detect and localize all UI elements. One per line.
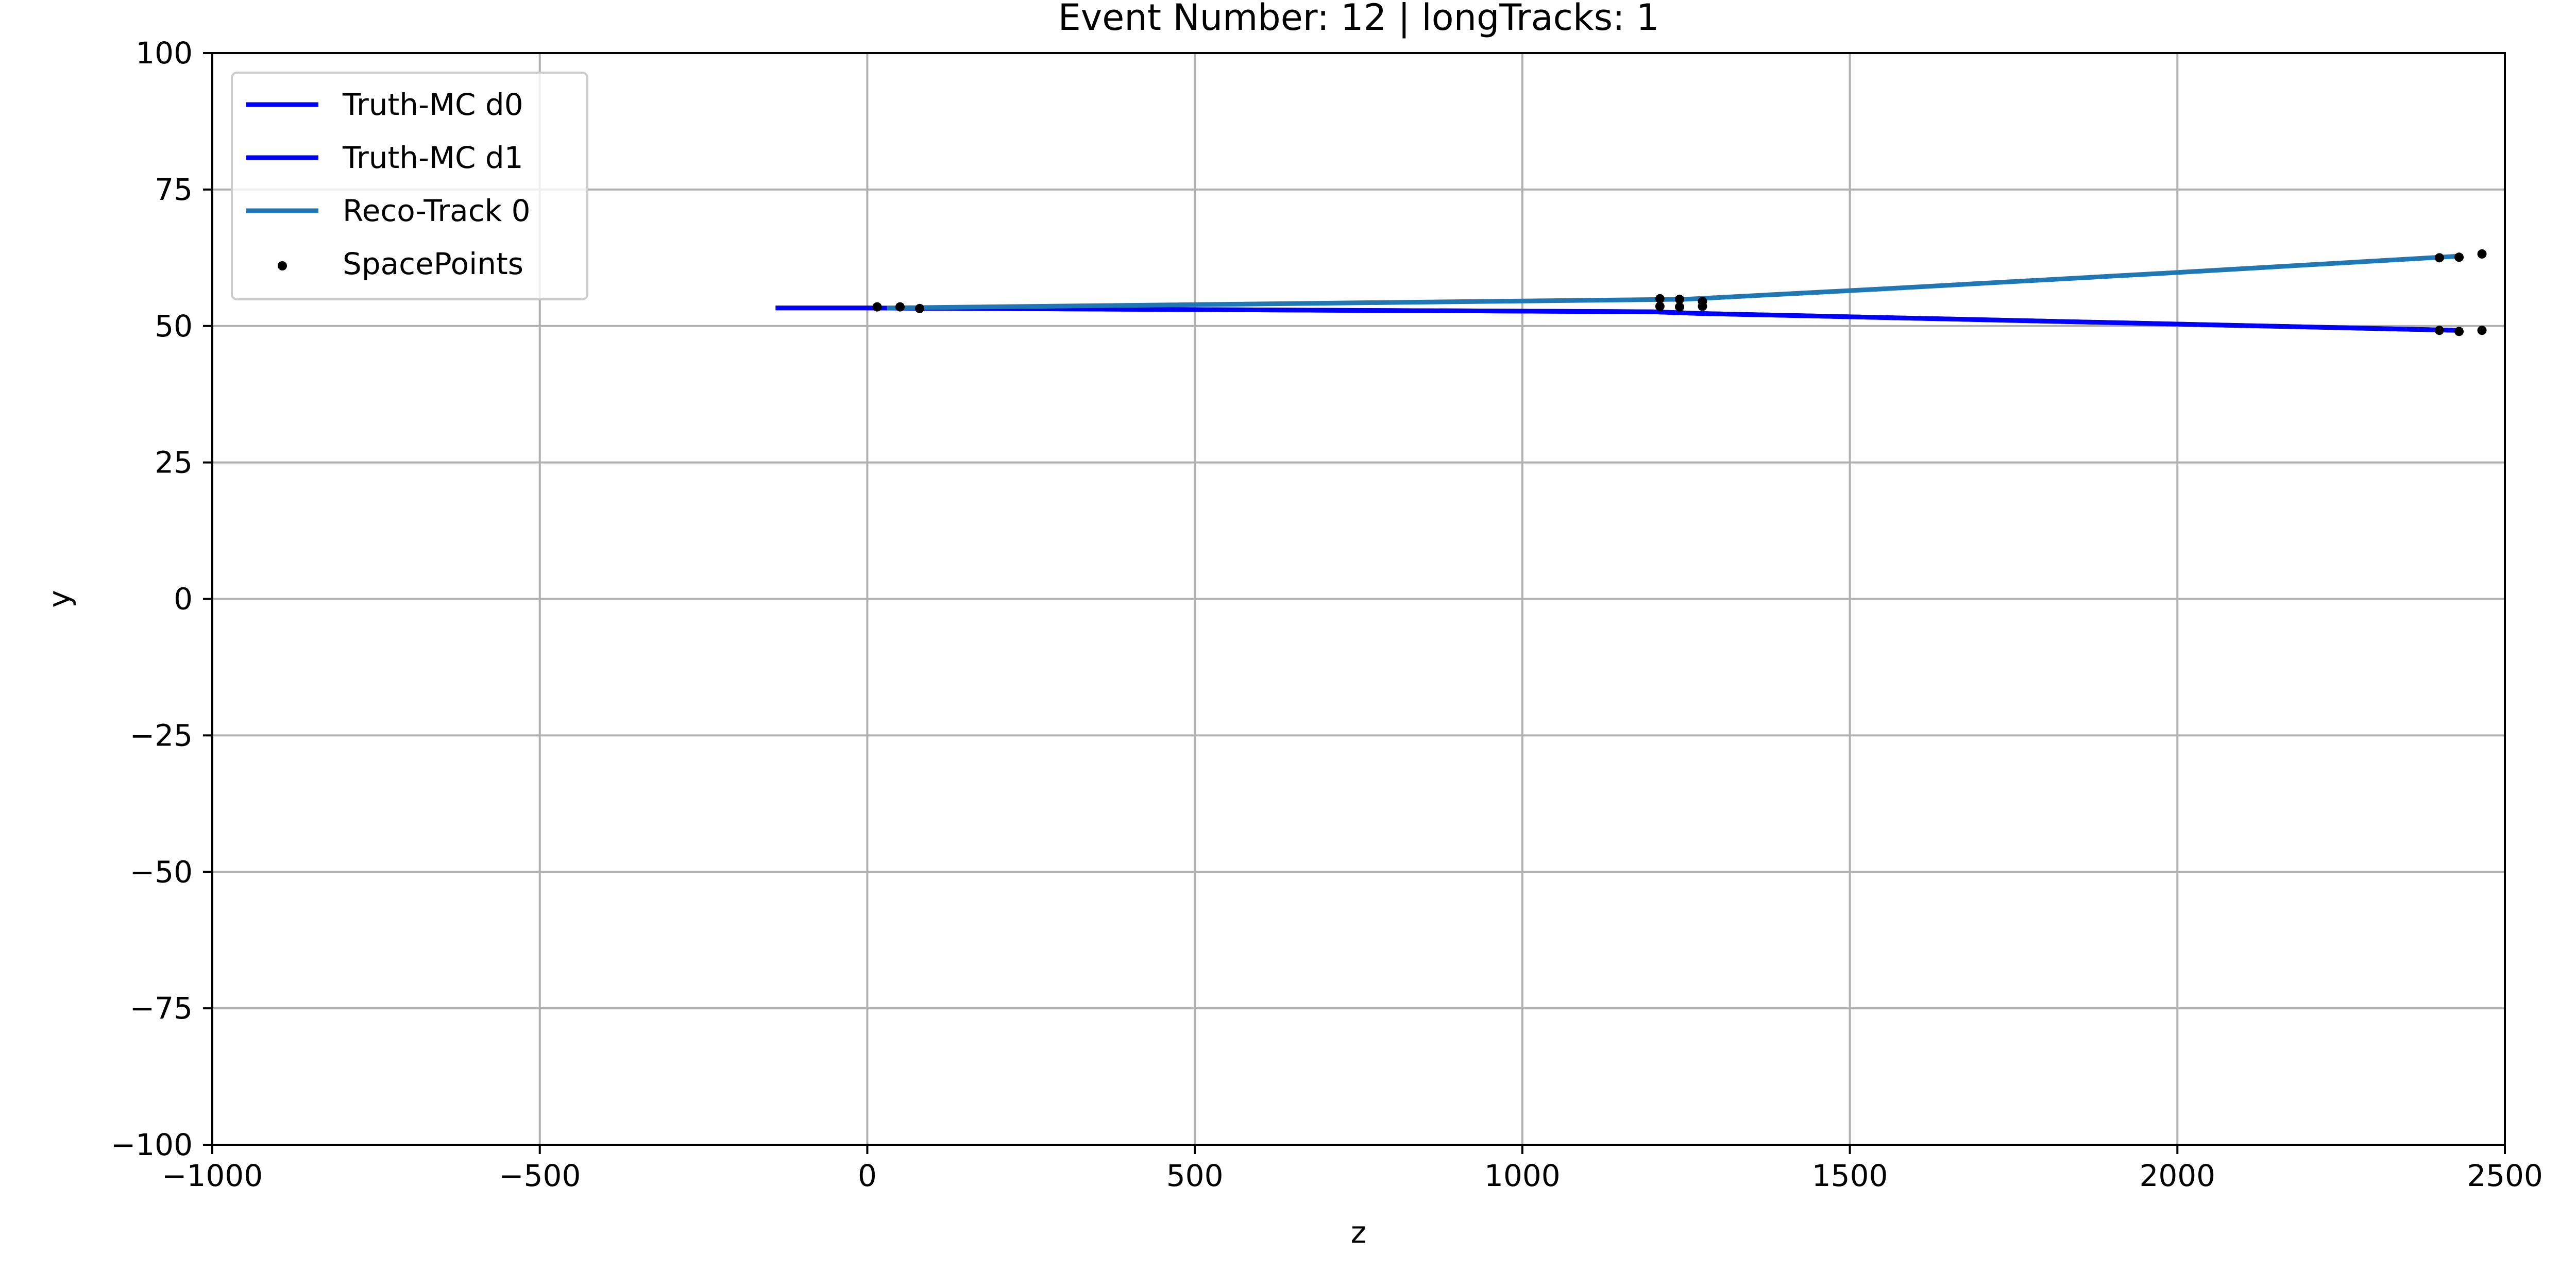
x-tick-label: 0: [858, 1158, 877, 1193]
x-tick-label: 500: [1166, 1158, 1224, 1193]
y-tick-label: 100: [135, 36, 193, 71]
spacepoint-marker: [872, 302, 882, 312]
spacepoint-marker: [1675, 294, 1684, 304]
y-tick-label: −100: [111, 1127, 193, 1162]
legend-marker-3: [278, 261, 287, 270]
spacepoint-marker: [1655, 301, 1665, 311]
series-layer: [775, 249, 2487, 336]
x-tick-label: 1500: [1812, 1158, 1888, 1193]
y-tick-label: −25: [130, 718, 193, 753]
spacepoint-marker: [2454, 327, 2464, 336]
x-tick-label: −500: [499, 1158, 581, 1193]
legend-label: Truth-MC d1: [342, 140, 523, 175]
legend-label: SpacePoints: [343, 246, 523, 281]
spacepoint-marker: [2477, 326, 2487, 335]
spacepoint-marker: [895, 302, 905, 312]
spacepoint-marker: [2434, 326, 2444, 335]
spacepoint-marker: [1698, 297, 1707, 307]
x-tick-label: 1000: [1484, 1158, 1561, 1193]
legend-label: Truth-MC d0: [342, 87, 523, 122]
legend-label: Reco-Track 0: [343, 193, 531, 228]
legend: Truth-MC d0 Truth-MC d1 Reco-Track 0 SpaceP…: [231, 72, 588, 300]
spacepoint-marker: [2434, 253, 2444, 263]
y-tick-label: 75: [155, 172, 193, 207]
legend-box: [231, 72, 588, 300]
spacepoint-marker: [2477, 249, 2487, 259]
spacepoint-marker: [2454, 252, 2464, 262]
x-tick-label: −1000: [162, 1158, 263, 1193]
y-tick-label: −50: [130, 854, 193, 889]
ticks: −1000 −500 0 500 1000 1500 2000 2500−100−75−50−…: [111, 36, 2543, 1193]
spacepoint-marker: [1675, 302, 1684, 312]
x-tick-label: 2000: [2139, 1158, 2215, 1193]
x-tick-label: 2500: [2467, 1158, 2543, 1193]
y-tick-label: −75: [130, 991, 193, 1026]
y-tick-label: 0: [174, 582, 193, 617]
spacepoint-marker: [1655, 294, 1665, 303]
chart-title: Event Number: 12 | longTracks: 1: [1058, 0, 1659, 39]
series-line-2: [887, 253, 2460, 311]
y-tick-label: 25: [155, 445, 193, 480]
y-tick-label: 50: [155, 309, 193, 344]
x-axis-label: z: [1351, 1215, 1366, 1250]
spacepoint-marker: [915, 303, 925, 313]
y-axis-label: y: [42, 590, 77, 607]
series-line-1: [775, 306, 2460, 333]
